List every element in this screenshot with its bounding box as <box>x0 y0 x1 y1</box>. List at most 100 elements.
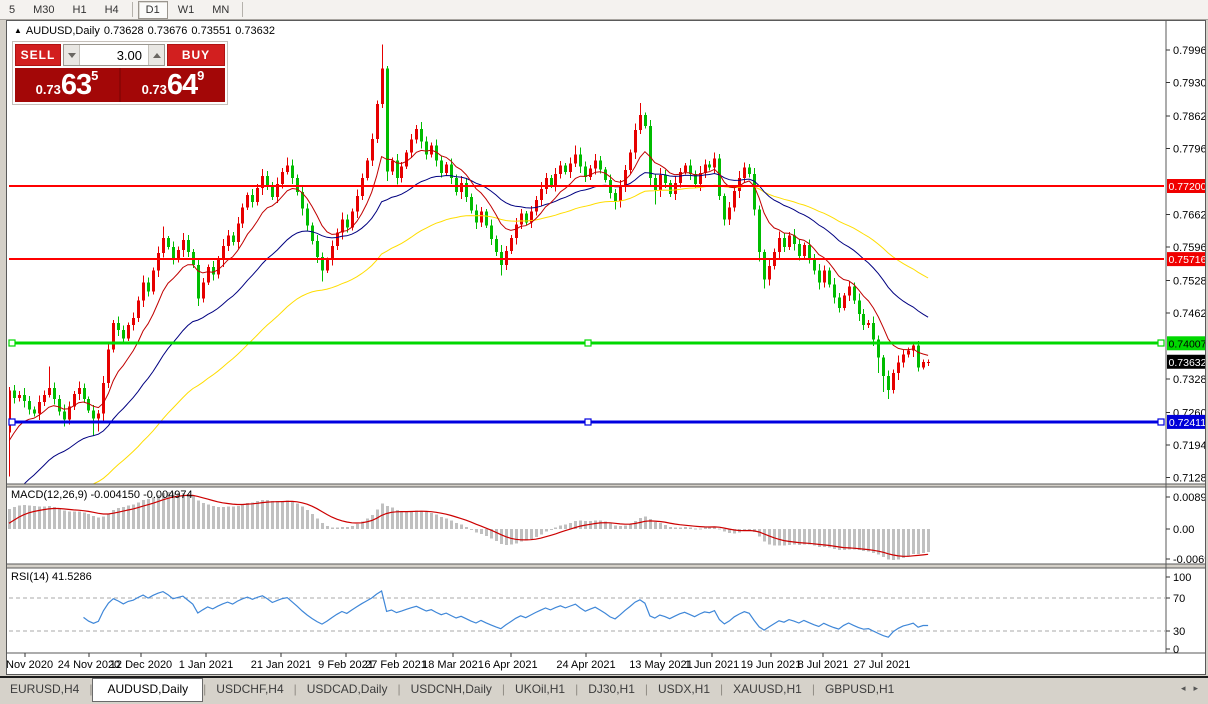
bar-low-value: 0.73551 <box>191 25 232 37</box>
timeframe-button-m30[interactable]: M30 <box>33 3 55 16</box>
bar-high-value: 0.73676 <box>147 25 188 37</box>
date-axis-label: 27 Feb 2021 <box>365 659 427 671</box>
chart-tab-usdcnh[interactable]: USDCNH,Daily <box>410 682 492 696</box>
symbol-title: AUDUSD,Daily <box>25 25 100 37</box>
chart-tab-gbpusd[interactable]: GBPUSD,H1 <box>824 682 895 696</box>
volume-increase-button[interactable] <box>148 45 164 65</box>
macd-axis-label: -0.00697 <box>1173 554 1205 566</box>
timeframe-button-5[interactable]: 5 <box>9 3 16 16</box>
chart-tabs-bar: EURUSD,H4 | AUDUSD,Daily | USDCHF,H4 | USDCAD,… <box>0 676 1208 704</box>
sell-price-big: 63 <box>60 69 92 101</box>
toolbar-separator <box>242 2 244 17</box>
macd-indicator-label: MACD(12,26,9) -0.004150 -0.004974 <box>11 489 193 501</box>
price-badge: 0.74007 <box>1169 338 1205 350</box>
rsi-line <box>83 590 929 638</box>
rsi-axis-label: 0 <box>1173 644 1179 656</box>
tab-scroll-arrows: ◂ ▸ <box>1181 678 1208 693</box>
tab-separator: | <box>89 682 93 696</box>
timeframe-button-h1[interactable]: H1 <box>72 3 87 16</box>
date-axis-label: 12 Dec 2020 <box>110 659 172 671</box>
volume-decrease-button[interactable] <box>64 45 80 65</box>
macd-axis-label: 0.00 <box>1173 524 1194 536</box>
date-axis-label: 1 Jan 2021 <box>179 659 233 671</box>
buy-price-big: 64 <box>166 69 198 101</box>
rsi-axis-label: 100 <box>1173 572 1191 584</box>
timeframe-button-mn[interactable]: MN <box>212 3 230 16</box>
tab-separator: | <box>720 682 724 696</box>
buy-button[interactable]: BUY <box>167 44 225 66</box>
date-axis-label: 27 Jul 2021 <box>854 659 911 671</box>
rsi-axis-label: 30 <box>1173 626 1185 638</box>
date-axis-label: 5 Nov 2020 <box>7 659 53 671</box>
date-axis-label: 24 Apr 2021 <box>556 659 615 671</box>
date-axis-label: 19 Jun 2021 <box>741 659 802 671</box>
date-axis-label: 13 May 2021 <box>629 659 693 671</box>
chart-tab-usdx[interactable]: USDX,H1 <box>658 682 711 696</box>
rsi-axis-label: 70 <box>1173 593 1185 605</box>
chart-tab-usdcad[interactable]: USDCAD,Daily <box>306 682 388 696</box>
tab-separator: | <box>203 682 207 696</box>
price-badge: 0.73632 <box>1169 357 1205 369</box>
bar-close-value: 0.73632 <box>235 25 275 37</box>
price-badge: 0.75716 <box>1169 254 1205 266</box>
macd-axis-label: 0.008903 <box>1173 492 1205 504</box>
date-axis-label: 21 Jan 2021 <box>251 659 312 671</box>
timeframe-button-h4[interactable]: H4 <box>104 3 119 16</box>
tab-separator: | <box>293 682 297 696</box>
chart-tab-eurusd[interactable]: EURUSD,H4 <box>10 682 80 696</box>
tab-separator: | <box>811 682 815 696</box>
price-badge: 0.77200 <box>1169 181 1205 193</box>
macd-pane <box>8 492 930 560</box>
trade-prices-row: 0.73 63 5 0.73 64 9 <box>15 68 225 102</box>
chart-tab-xauusd[interactable]: XAUUSD,H1 <box>733 682 802 696</box>
timeframe-button-d1[interactable]: D1 <box>137 0 168 19</box>
chart-tab-usdchf[interactable]: USDCHF,H4 <box>216 682 284 696</box>
collapse-triangle-icon[interactable]: ▲ <box>14 26 22 35</box>
tab-scroll-right-icon[interactable]: ▸ <box>1193 683 1198 693</box>
sell-price-display[interactable]: 0.73 63 5 <box>15 68 119 102</box>
volume-input[interactable]: 3.00 <box>80 45 148 65</box>
price-badge: 0.72411 <box>1169 417 1205 429</box>
tab-separator: | <box>501 682 506 696</box>
date-axis-label: 6 Apr 2021 <box>484 659 537 671</box>
toolbar-separator <box>131 2 133 17</box>
tab-separator: | <box>397 682 401 696</box>
date-axis-label: 8 Jul 2021 <box>798 659 849 671</box>
triangle-down-icon <box>67 52 76 58</box>
symbol-ohlc-row: ▲ AUDUSD,Daily 0.73628 0.73676 0.73551 0… <box>14 24 275 38</box>
triangle-up-icon <box>152 52 161 58</box>
trade-buttons-row: SELL 3.00 BUY <box>15 44 225 66</box>
date-axis-label: 9 Feb 2021 <box>318 659 374 671</box>
chart-tab-audusd[interactable]: AUDUSD,Daily <box>92 678 204 702</box>
timeframe-button-w1[interactable]: W1 <box>177 3 195 16</box>
chart-tab-dj30[interactable]: DJ30,H1 <box>588 682 635 696</box>
sell-button[interactable]: SELL <box>15 44 61 66</box>
buy-price-pip: 9 <box>197 68 205 83</box>
date-axis-label: 24 Nov 2020 <box>58 659 120 671</box>
sell-price-prefix: 0.73 <box>35 82 61 97</box>
sell-price-pip: 5 <box>91 68 99 83</box>
date-axis-label: 18 Mar 2021 <box>422 659 484 671</box>
buy-price-display[interactable]: 0.73 64 9 <box>121 68 225 102</box>
timeframe-toolbar: 5 M30 H1 H4 D1 W1 MN <box>0 0 1208 20</box>
rsi-indicator-label: RSI(14) 41.5286 <box>11 571 92 583</box>
chart-tab-ukoil[interactable]: UKOil,H1 <box>515 682 566 696</box>
tab-scroll-left-icon[interactable]: ◂ <box>1180 683 1186 693</box>
bar-open-value: 0.73628 <box>103 25 144 37</box>
price-pane <box>9 44 930 484</box>
tab-separator: | <box>575 682 579 696</box>
one-click-trading-panel: SELL 3.00 BUY 0.73 63 5 0.73 64 9 <box>12 41 228 105</box>
